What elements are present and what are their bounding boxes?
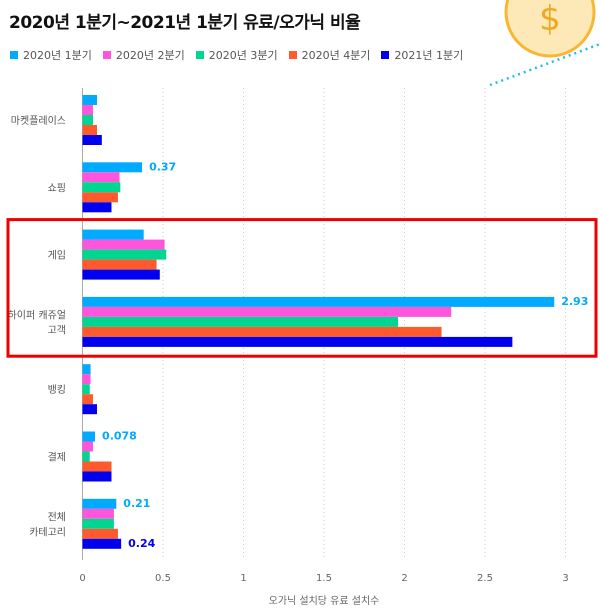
bar [82,269,160,280]
bar [82,336,513,347]
legend-label: 2020년 2분기 [115,49,185,62]
bar [82,229,144,240]
category-label: 카테고리 [29,526,66,538]
legend: 2020년 1분기 2020년 2분기 2020년 3분기 2020년 4분기 2021… [10,47,463,63]
bar [82,394,93,405]
dotted-line-decoration [489,42,600,87]
bar [82,461,112,472]
dollar-icon: $ [539,0,561,39]
x-tick-label: 3 [562,573,568,584]
bar [82,498,117,509]
category-label: 마켓플레이스 [11,115,66,127]
bar [82,125,97,135]
data-label: 0.24 [128,537,155,550]
legend-label: 2020년 4분기 [301,49,371,62]
category-label: 뱅킹 [48,384,66,396]
highlight-box [6,218,598,358]
x-tick-label: 2 [401,573,407,584]
legend-swatch [10,51,18,59]
legend-item: 2020년 3분기 [195,47,278,63]
legend-swatch [195,51,204,59]
bar [82,182,121,193]
bar [82,518,114,529]
bar [82,172,120,183]
x-tick-label: 0.5 [155,573,171,584]
bar [82,115,93,125]
bar [82,239,165,250]
data-label: 0.37 [149,160,176,173]
legend-label: 2020년 3분기 [208,49,278,62]
data-label: 2.93 [561,295,588,308]
data-label: 0.078 [102,430,137,443]
bar [82,451,90,462]
bar [82,326,442,337]
category-label: 쇼핑 [48,182,66,194]
bar [82,384,90,395]
category-label: 하이퍼 캐쥬얼 [8,308,66,321]
bar [82,471,112,482]
bar [82,364,91,375]
bar [82,192,118,203]
data-label: 0.21 [123,497,150,510]
legend-item: 2021년 1분기 [381,47,463,63]
category-label: 결제 [48,452,66,464]
x-axis-label: 오가닉 설치당 유료 설치수 [269,595,380,607]
x-tick-label: 0 [79,573,85,584]
category-label: 전체 [48,511,66,523]
bar [82,95,97,105]
bar [82,528,118,539]
bar [82,404,97,415]
bar [82,538,122,549]
legend-swatch [381,51,390,59]
bar [82,202,112,213]
bar [82,441,93,452]
x-tick-label: 1 [240,573,246,584]
bar [82,105,93,115]
category-label: 게임 [48,249,66,262]
chart-title: 2020년 1분기~2021년 1분기 유료/오가닉 비율 [9,13,361,33]
bar [82,306,452,317]
legend-item: 2020년 2분기 [102,47,185,63]
bar [82,162,143,173]
bar [82,259,157,270]
legend-item: 2020년 4분기 [288,47,371,63]
legend-swatch [102,51,111,59]
coin-icon [504,0,596,58]
bar [82,135,102,145]
legend-label: 2021년 1분기 [394,49,464,62]
bar [82,316,399,327]
x-tick-label: 2.5 [477,573,493,584]
legend-item: 2020년 1분기 [10,47,92,63]
x-tick-label: 1.5 [316,573,332,584]
bar [82,374,91,385]
bar [82,431,96,442]
category-label: 고객 [48,324,66,336]
bar [82,249,167,260]
bar [82,508,114,519]
legend-swatch [288,51,297,59]
bar [82,296,555,307]
legend-label: 2020년 1분기 [23,49,92,62]
